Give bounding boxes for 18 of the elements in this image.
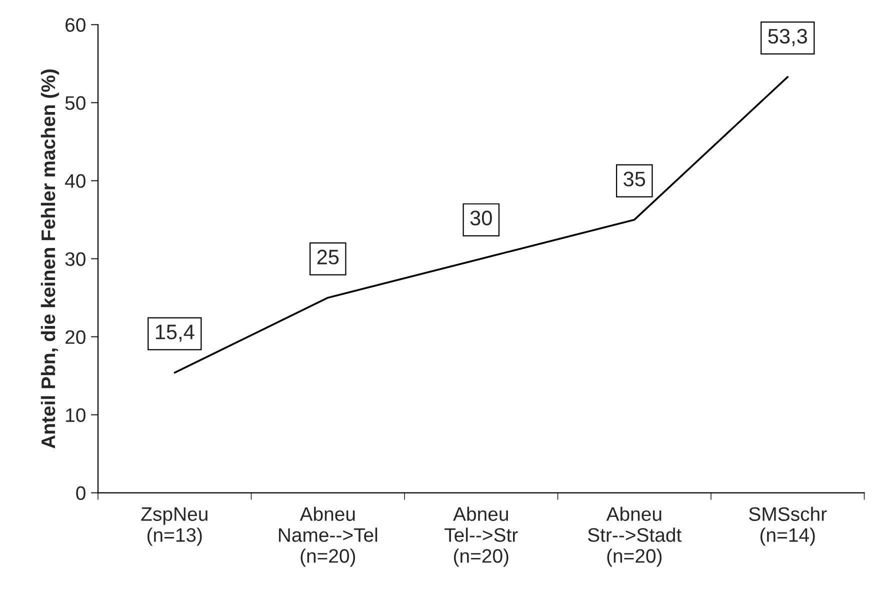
y-tick-label: 60 bbox=[66, 18, 86, 32]
y-tick-label: 30 bbox=[65, 252, 86, 266]
y-tick-label: 50 bbox=[65, 96, 86, 110]
text: 25 bbox=[317, 250, 339, 264]
x-tick-label: Abneu Tel-->Str (n=20) bbox=[444, 506, 518, 567]
x-tick-label: SMSschr (n=14) bbox=[749, 506, 827, 546]
y-tick-label: 40 bbox=[65, 174, 86, 188]
text: 53,3 bbox=[768, 28, 808, 46]
x-tick-label: Abneu Str-->Stadt (n=20) bbox=[588, 506, 682, 567]
y-tick-label: 0 bbox=[76, 486, 86, 500]
x-tick-label: ZspNeu (n=13) bbox=[141, 507, 208, 546]
text: 15,4 bbox=[156, 324, 194, 342]
y-axis-title: Anteil Pbn, die keinen Fehler machen (%) bbox=[40, 70, 60, 448]
x-tick-label: Abneu Name-->Tel (n=20) bbox=[278, 506, 378, 567]
text: 35 bbox=[624, 172, 646, 186]
text: 30 bbox=[470, 210, 492, 226]
y-tick-label: 20 bbox=[66, 330, 86, 344]
y-tick-label: 10 bbox=[66, 408, 86, 422]
